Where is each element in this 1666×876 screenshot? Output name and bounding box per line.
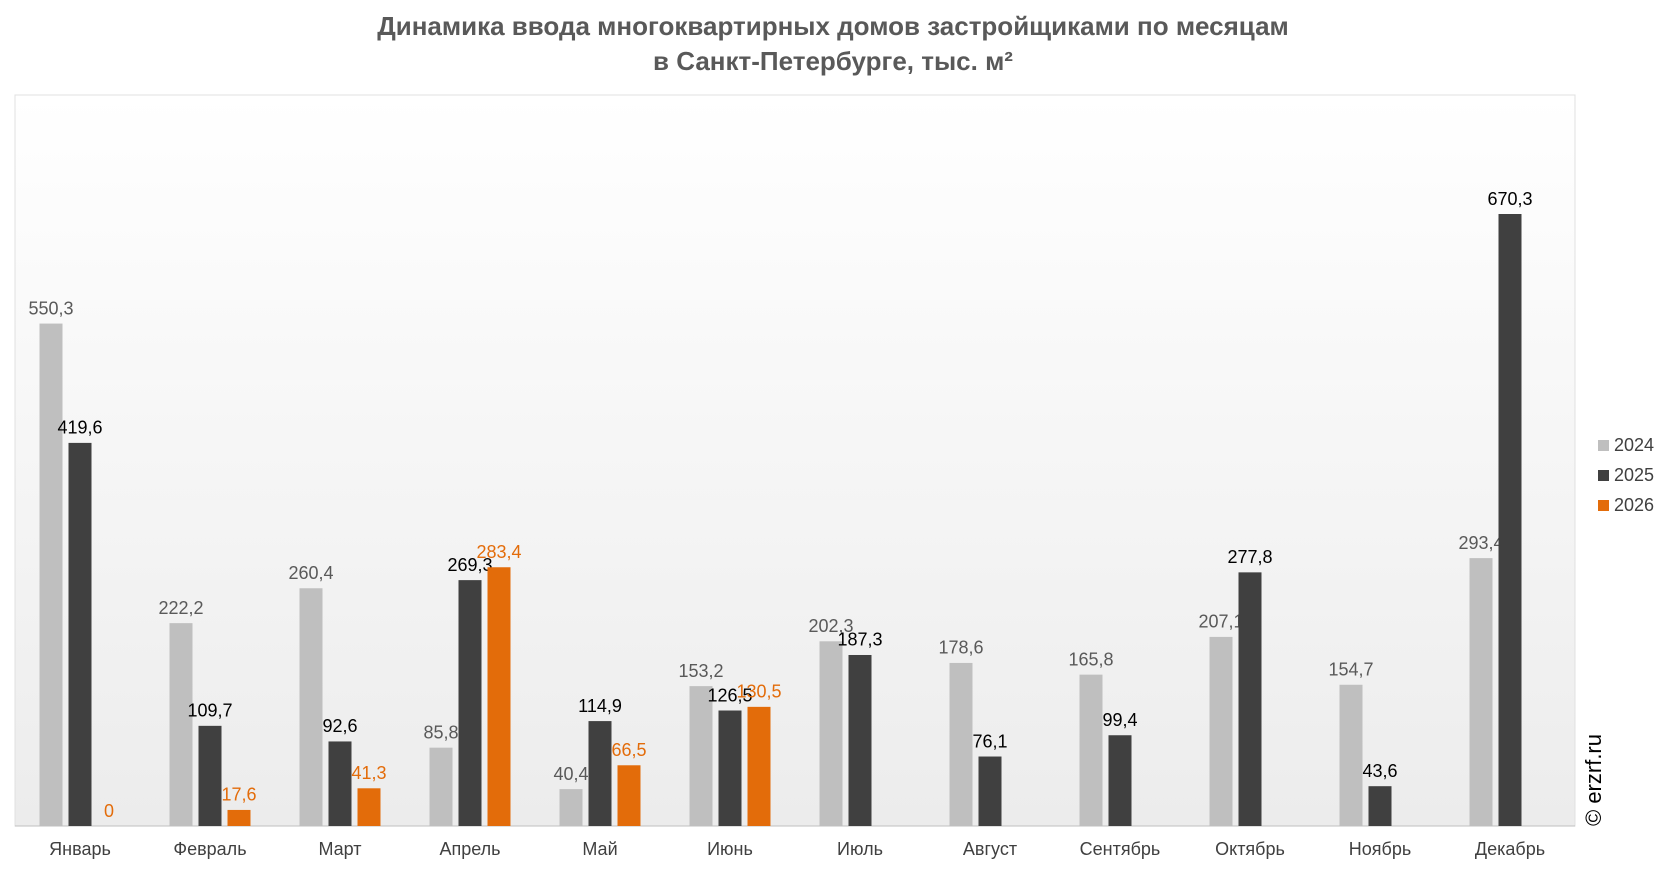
chart-title: Динамика ввода многоквартирных домов зас… (377, 11, 1289, 41)
x-tick-label: Апрель (439, 839, 500, 859)
x-tick-label: Март (318, 839, 361, 859)
value-label: 277,8 (1227, 547, 1272, 567)
bar (1079, 674, 1103, 826)
value-label: 85,8 (423, 722, 458, 742)
bar (747, 706, 771, 826)
bar (429, 747, 453, 826)
value-label: 178,6 (938, 638, 983, 658)
value-label: 269,3 (447, 555, 492, 575)
bar (718, 710, 742, 826)
bar (68, 442, 92, 826)
bar (357, 788, 381, 826)
bar (949, 662, 973, 826)
bar (328, 741, 352, 826)
value-label: 283,4 (476, 542, 521, 562)
bar (1339, 684, 1363, 826)
x-tick-label: Февраль (173, 839, 246, 859)
value-label: 187,3 (837, 630, 882, 650)
bar (848, 654, 872, 826)
legend-swatch (1598, 500, 1609, 511)
value-label: 0 (104, 801, 114, 821)
bar (1209, 636, 1233, 826)
x-tick-label: Декабрь (1475, 839, 1545, 859)
value-label: 207,1 (1198, 612, 1243, 632)
value-label: 126,5 (707, 685, 752, 705)
bar (487, 567, 511, 826)
chart-subtitle: в Санкт-Петербурге, тыс. м² (653, 46, 1013, 76)
value-label: 76,1 (972, 731, 1007, 751)
bar (559, 789, 583, 826)
value-label: 550,3 (28, 298, 73, 318)
watermark: © erzrf.ru (1581, 734, 1606, 826)
value-label: 130,5 (736, 682, 781, 702)
value-label: 154,7 (1328, 660, 1373, 680)
bar (978, 756, 1002, 826)
legend-swatch (1598, 470, 1609, 481)
x-tick-label: Июль (837, 839, 883, 859)
bar (1238, 572, 1262, 826)
value-label: 153,2 (678, 661, 723, 681)
value-label: 670,3 (1487, 189, 1532, 209)
x-tick-label: Август (963, 839, 1017, 859)
value-label: 41,3 (351, 763, 386, 783)
x-tick-label: Сентябрь (1080, 839, 1161, 859)
legend-label: 2025 (1614, 465, 1654, 485)
value-label: 109,7 (187, 701, 232, 721)
legend-swatch (1598, 440, 1609, 451)
bar (169, 623, 193, 826)
x-tick-label: Июнь (707, 839, 753, 859)
legend-label: 2024 (1614, 435, 1654, 455)
value-label: 222,2 (158, 598, 203, 618)
x-tick-label: Май (582, 839, 617, 859)
bar (1469, 558, 1493, 826)
x-tick-label: Ноябрь (1349, 839, 1411, 859)
bar (227, 809, 251, 826)
legend-label: 2026 (1614, 495, 1654, 515)
value-label: 202,3 (808, 616, 853, 636)
value-label: 17,6 (221, 785, 256, 805)
bar (1368, 786, 1392, 826)
value-label: 66,5 (611, 740, 646, 760)
value-label: 114,9 (578, 696, 622, 716)
bar (198, 725, 222, 826)
bar (39, 323, 63, 826)
value-label: 419,6 (57, 418, 102, 438)
value-label: 92,6 (322, 716, 357, 736)
plot-area (14, 94, 1576, 827)
bar (819, 641, 843, 826)
bar (1108, 735, 1132, 826)
value-label: 165,8 (1068, 649, 1113, 669)
value-label: 43,6 (1362, 761, 1397, 781)
value-label: 40,4 (553, 764, 588, 784)
bar (458, 580, 482, 826)
bar (299, 588, 323, 826)
value-label: 293,4 (1458, 533, 1503, 553)
bar (588, 721, 612, 826)
bar (1498, 214, 1522, 826)
bar (689, 686, 713, 826)
x-tick-label: Октябрь (1215, 839, 1285, 859)
x-tick-label: Январь (49, 839, 111, 859)
value-label: 260,4 (288, 563, 333, 583)
value-label: 99,4 (1102, 710, 1137, 730)
bar (617, 765, 641, 826)
